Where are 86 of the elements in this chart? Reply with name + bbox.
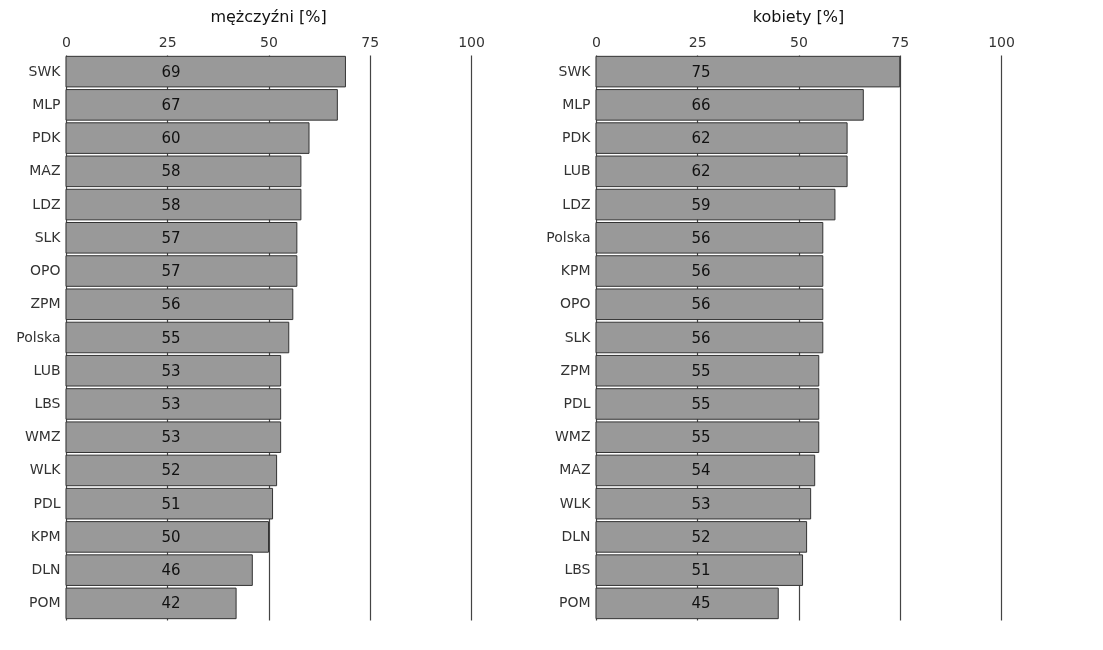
data-label: 53 xyxy=(161,394,181,413)
data-label: 56 xyxy=(691,262,711,281)
x-tick-label: 50 xyxy=(790,33,808,50)
x-tick-label: 0 xyxy=(592,33,601,50)
data-label: 56 xyxy=(691,295,711,314)
data-label: 52 xyxy=(161,461,181,480)
y-tick-label: LDZ xyxy=(32,195,61,212)
data-label: 69 xyxy=(161,62,181,81)
x-tick-label: 100 xyxy=(458,33,485,50)
y-tick-label: SWK xyxy=(28,62,62,79)
bar xyxy=(595,188,836,221)
y-tick-label: PDK xyxy=(562,129,592,146)
y-tick-label: LUB xyxy=(33,361,61,378)
data-label: 51 xyxy=(161,494,181,513)
y-tick-label: ZPM xyxy=(560,361,591,378)
y-tick-label: OPO xyxy=(560,295,591,312)
data-label: 54 xyxy=(691,461,711,480)
data-label: 56 xyxy=(161,295,181,314)
data-label: 58 xyxy=(161,195,181,214)
y-tick-label: DLN xyxy=(31,561,61,578)
y-tick-label: SLK xyxy=(34,228,62,245)
data-label: 67 xyxy=(161,95,181,114)
data-label: 58 xyxy=(161,162,181,181)
data-label: 45 xyxy=(691,594,711,613)
data-label: 42 xyxy=(161,594,181,613)
y-tick-label: WLK xyxy=(559,494,592,511)
x-tick-label: 100 xyxy=(988,33,1015,50)
bar xyxy=(65,188,302,221)
y-tick-label: SWK xyxy=(558,62,592,79)
data-label: 60 xyxy=(161,129,181,148)
y-tick-label: Polska xyxy=(16,328,61,345)
y-tick-label: LBS xyxy=(34,394,61,411)
data-label: 62 xyxy=(691,129,711,148)
chart-title: kobiety [%] xyxy=(752,7,845,26)
data-label: 57 xyxy=(161,262,181,281)
data-label: 62 xyxy=(691,162,711,181)
x-tick-label: 75 xyxy=(361,33,380,50)
x-tick-label: 75 xyxy=(891,33,910,50)
chart-title: mężczyźni [%] xyxy=(210,7,327,26)
data-label: 51 xyxy=(691,561,711,580)
y-tick-label: KPM xyxy=(560,262,591,279)
data-label: 66 xyxy=(691,95,711,114)
y-tick-label: MAZ xyxy=(29,162,61,179)
x-tick-label: 50 xyxy=(260,33,278,50)
y-tick-label: PDK xyxy=(32,129,62,146)
y-tick-label: ZPM xyxy=(30,295,61,312)
data-label: 50 xyxy=(161,527,181,546)
x-tick-label: 25 xyxy=(688,33,707,50)
data-label: 55 xyxy=(691,361,711,380)
y-tick-label: SLK xyxy=(564,328,592,345)
y-tick-label: MAZ xyxy=(559,461,591,478)
y-tick-label: WLK xyxy=(29,461,62,478)
bar xyxy=(65,321,290,354)
bar xyxy=(595,321,824,354)
y-tick-label: WMZ xyxy=(554,428,591,445)
y-tick-label: DLN xyxy=(561,527,591,544)
data-label: 57 xyxy=(161,228,181,247)
data-label: 52 xyxy=(691,527,711,546)
data-label: 55 xyxy=(161,328,181,347)
y-tick-label: Polska xyxy=(546,228,591,245)
data-label: 53 xyxy=(691,494,711,513)
data-label: 75 xyxy=(691,62,711,81)
data-label: 53 xyxy=(161,428,181,447)
x-tick-label: 25 xyxy=(158,33,177,50)
y-tick-label: OPO xyxy=(30,262,61,279)
data-label: 56 xyxy=(691,228,711,247)
data-label: 55 xyxy=(691,394,711,413)
y-tick-label: PDL xyxy=(563,394,591,411)
y-tick-label: LDZ xyxy=(562,195,591,212)
data-label: 55 xyxy=(691,428,711,447)
y-tick-label: POM xyxy=(28,594,61,611)
data-label: 59 xyxy=(691,195,711,214)
data-label: 56 xyxy=(691,328,711,347)
y-tick-label: PDL xyxy=(33,494,61,511)
y-tick-label: MLP xyxy=(562,95,591,112)
y-tick-label: POM xyxy=(558,594,591,611)
data-label: 46 xyxy=(161,561,181,580)
bar xyxy=(595,454,816,487)
y-tick-label: MLP xyxy=(32,95,61,112)
bar xyxy=(65,454,278,487)
y-tick-label: LUB xyxy=(563,162,591,179)
x-tick-label: 0 xyxy=(62,33,71,50)
y-tick-label: KPM xyxy=(30,527,61,544)
data-label: 53 xyxy=(161,361,181,380)
y-tick-label: LBS xyxy=(564,561,591,578)
y-tick-label: WMZ xyxy=(24,428,61,445)
